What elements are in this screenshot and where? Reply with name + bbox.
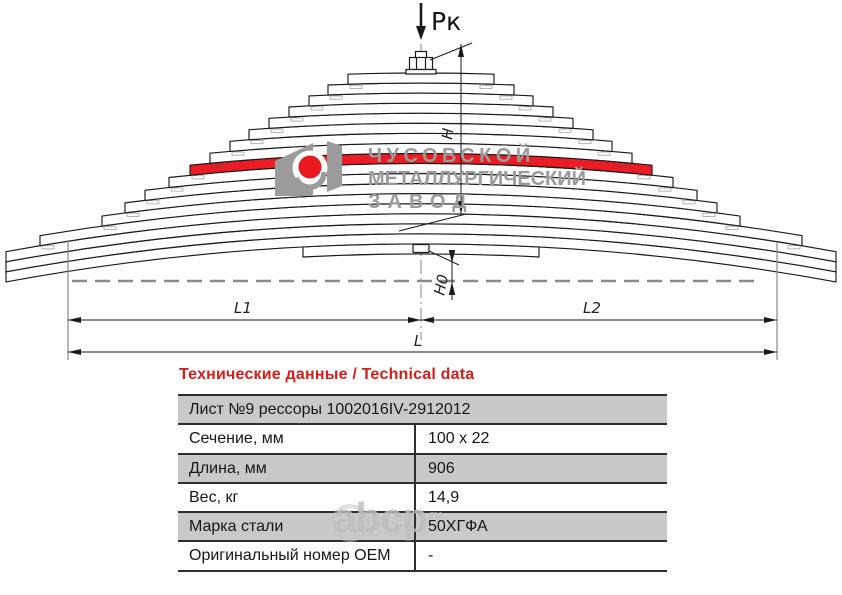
chmz-logo-right-shape bbox=[327, 141, 342, 192]
spec-value: 100 x 22 bbox=[428, 430, 490, 448]
spec-value: 50ХГФА bbox=[428, 518, 488, 536]
leaf-2 bbox=[327, 82, 515, 96]
center-bolt-nut bbox=[412, 243, 430, 254]
leaf-end-mark bbox=[290, 117, 304, 122]
load-label: Рк bbox=[431, 7, 461, 36]
leader-line-middle bbox=[398, 213, 467, 232]
leaf-end-mark bbox=[126, 212, 140, 217]
dim-l1-label: L1 bbox=[234, 299, 252, 317]
chmz-logo: ЧУСОВСКОЙ МЕТАЛЛУРГИЧЕСКИЙ ЗАВОД bbox=[275, 141, 586, 213]
chmz-logo-text-line3: ЗАВОД bbox=[368, 191, 473, 213]
leaf-end-mark bbox=[211, 163, 225, 168]
leaf-end-mark bbox=[658, 187, 672, 192]
leaf-end-mark bbox=[270, 128, 284, 133]
chmz-logo-text-line2: МЕТАЛЛУРГИЧЕСКИЙ bbox=[368, 166, 586, 190]
technical-data-heading: Технические данные / Technical data bbox=[179, 366, 475, 383]
leaf-end-mark bbox=[637, 175, 651, 180]
leader-line-top bbox=[429, 42, 473, 61]
leaf-end-mark bbox=[558, 128, 572, 133]
dim-l-arrow-left bbox=[68, 349, 81, 355]
dim-h0-label: H0 bbox=[430, 273, 452, 297]
leaf-end-mark bbox=[578, 140, 592, 145]
chmz-logo-text-line1: ЧУСОВСКОЙ bbox=[368, 143, 535, 167]
leaf-end-mark bbox=[787, 245, 801, 250]
spec-label: Вес, кг bbox=[178, 483, 416, 512]
center-bolt bbox=[405, 50, 437, 75]
dim-h0-arrow-top bbox=[448, 250, 456, 263]
dim-h-arrow-bottom bbox=[458, 201, 464, 214]
dim-h-arrow-top bbox=[458, 44, 464, 57]
dim-h0-arrow-bottom bbox=[448, 282, 456, 295]
spec-value: - bbox=[428, 547, 434, 565]
leaf-end-mark bbox=[518, 106, 532, 111]
leaf-end-mark bbox=[499, 95, 513, 100]
table-row: Оригинальный номер OEM - bbox=[178, 542, 667, 572]
leaf-end-mark bbox=[682, 200, 696, 205]
dim-l1-arrow-right bbox=[408, 317, 421, 323]
leaf-end-mark bbox=[725, 225, 739, 230]
spec-label: Сечение, мм bbox=[178, 425, 416, 453]
table-row: Сечение, мм 100 x 22 bbox=[178, 425, 667, 455]
leaf-end-mark bbox=[349, 84, 363, 89]
leaf-end-mark bbox=[538, 117, 552, 122]
spec-label: Марка стали bbox=[178, 513, 416, 541]
table-row: Вес, кг 14,9 bbox=[178, 483, 667, 514]
dim-l-arrow-right bbox=[764, 349, 777, 355]
spec-label: Длина, мм bbox=[178, 454, 416, 482]
part-title: Лист №9 рессоры 1002016IV-2912012 bbox=[189, 401, 471, 418]
leaf-end-mark bbox=[103, 225, 117, 230]
spec-value: 906 bbox=[428, 459, 455, 477]
dim-h-label: H bbox=[438, 127, 457, 140]
leaf-end-mark bbox=[702, 212, 716, 217]
table-row: Длина, мм 906 bbox=[178, 454, 667, 484]
leaf-1 bbox=[347, 72, 495, 85]
dim-l-label: L bbox=[414, 332, 422, 350]
leaf-end-mark bbox=[617, 163, 631, 168]
spec-table: Лист №9 рессоры 1002016IV-2912012 Сечени… bbox=[178, 394, 667, 572]
leaf-end-mark bbox=[231, 151, 245, 156]
leaf-end-mark bbox=[170, 187, 184, 192]
leaf-end-mark bbox=[329, 95, 343, 100]
chmz-logo-dot bbox=[298, 155, 322, 179]
table-row-title: Лист №9 рессоры 1002016IV-2912012 bbox=[178, 396, 667, 426]
spec-label: Оригинальный номер OEM bbox=[178, 542, 416, 570]
leader-line-bottom bbox=[428, 250, 460, 266]
load-arrow-head bbox=[416, 26, 426, 40]
spec-value: 14,9 bbox=[428, 488, 460, 506]
leaf-end-mark bbox=[479, 84, 493, 89]
leaf-end-mark bbox=[250, 140, 264, 145]
dim-l2-label: L2 bbox=[583, 299, 601, 317]
dim-l2-arrow-left bbox=[421, 317, 434, 323]
leaf-end-mark bbox=[41, 245, 55, 250]
dim-l1-arrow-left bbox=[68, 317, 81, 323]
leaf-end-mark bbox=[597, 151, 611, 156]
spring-technical-drawing: Рк H H0 L1 L2 L bbox=[5, 3, 837, 360]
dim-l2-arrow-right bbox=[764, 317, 777, 323]
table-row: Марка стали 50ХГФА bbox=[178, 513, 667, 543]
leaf-end-mark bbox=[146, 200, 160, 205]
spec-rows: Сечение, мм 100 x 22 Длина, мм 906 Вес, кг 14… bbox=[178, 425, 667, 572]
chmz-logo-swoosh bbox=[293, 171, 327, 190]
leaf-end-mark bbox=[310, 106, 324, 111]
leaf-end-mark bbox=[191, 175, 205, 180]
